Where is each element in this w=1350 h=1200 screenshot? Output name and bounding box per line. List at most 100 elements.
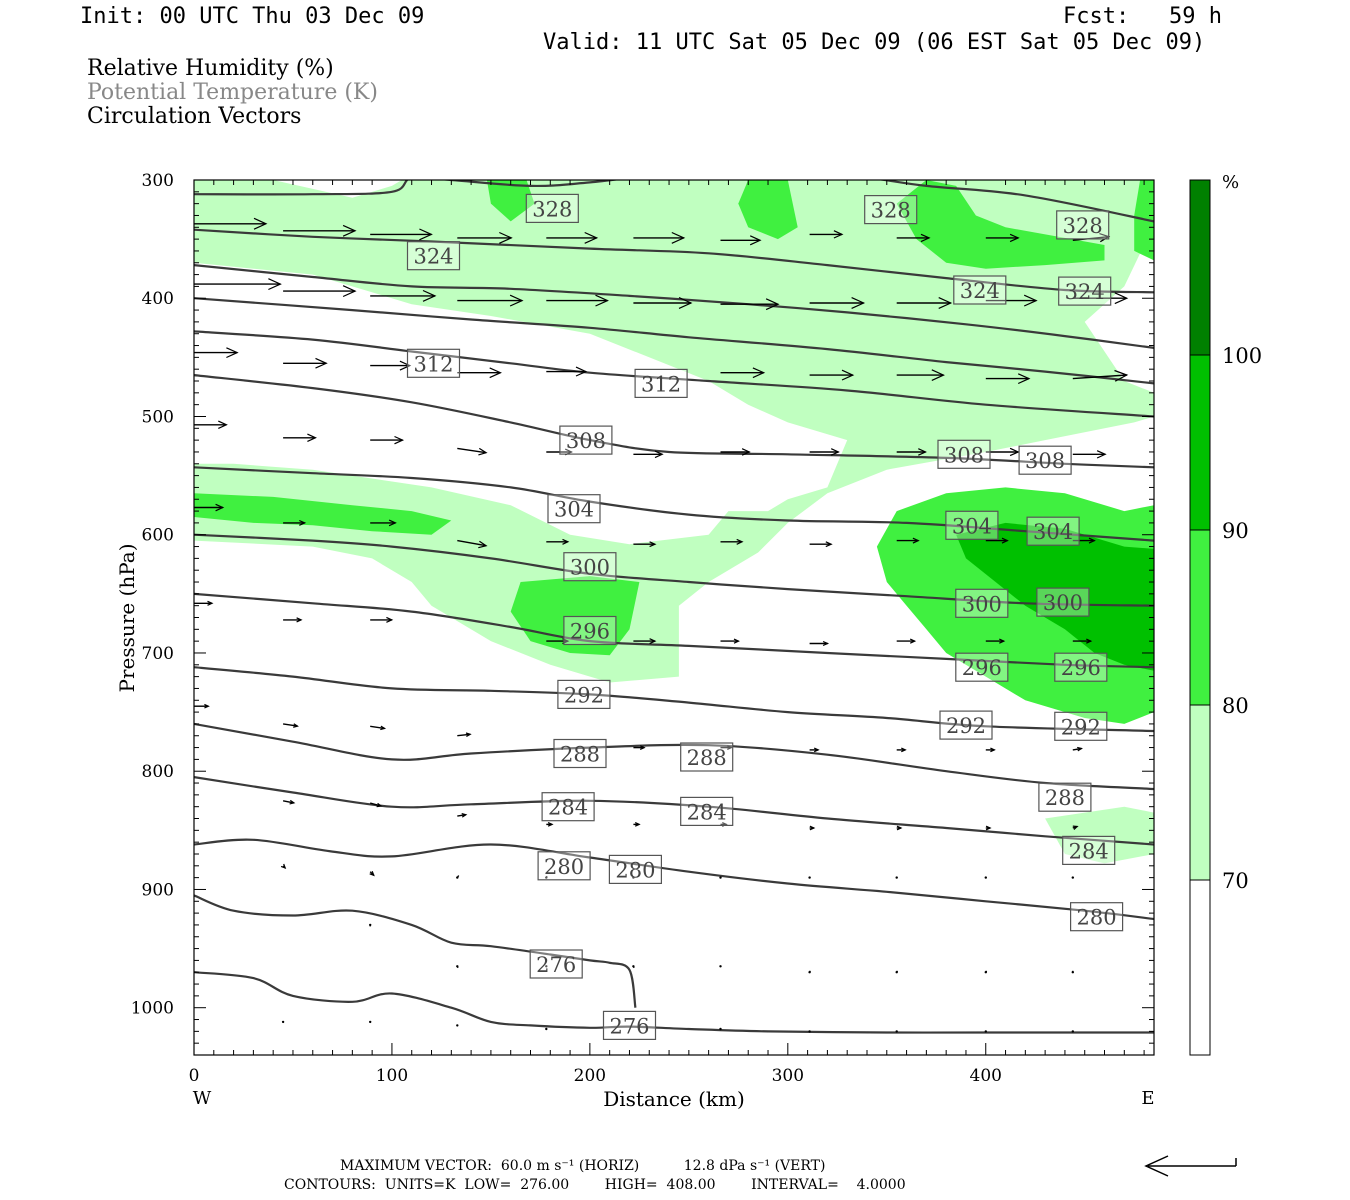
valid-time: Valid: 11 UTC Sat 05 Dec 09 (06 EST Sat … xyxy=(543,30,1206,55)
circulation-vector xyxy=(370,802,383,808)
theta-contour-304 xyxy=(194,466,1154,542)
circulation-vector xyxy=(719,965,722,968)
circulation-vector xyxy=(985,638,1006,644)
circulation-vector xyxy=(1072,746,1083,752)
circulation-vector xyxy=(194,278,282,291)
svg-text:308: 308 xyxy=(944,443,984,467)
contour-label: 300 xyxy=(563,552,617,582)
x-axis-title: Distance (km) xyxy=(603,1087,745,1111)
reference-vector xyxy=(1144,1155,1237,1177)
circulation-vector xyxy=(633,231,686,244)
circulation-vector xyxy=(809,230,844,239)
rh-region xyxy=(738,180,798,240)
contour-label: 288 xyxy=(680,742,734,772)
contour-label-layer: 328 328 328 324 324 324 312 312 308 308 308 304 304 3… xyxy=(406,193,1124,1041)
circulation-vector xyxy=(370,725,387,731)
svg-text:324: 324 xyxy=(413,245,453,269)
circulation-vector xyxy=(283,433,317,442)
circulation-vector xyxy=(895,1030,898,1033)
init-time: Init: 00 UTC Thu 03 Dec 09 xyxy=(80,4,425,29)
circulation-vector xyxy=(457,539,488,549)
svg-text:300: 300 xyxy=(962,592,1002,616)
svg-text:276: 276 xyxy=(536,953,576,977)
rh-region xyxy=(896,180,1105,269)
contour-label: 296 xyxy=(955,652,1009,682)
x-tick-label: 300 xyxy=(772,1066,804,1086)
circulation-vector xyxy=(896,448,927,456)
theta-contour-308 xyxy=(194,374,1154,469)
y-tick-label: 900 xyxy=(142,880,174,900)
circulation-vector xyxy=(985,373,1031,385)
contour-label: 312 xyxy=(634,368,688,398)
circulation-vector xyxy=(896,233,931,243)
circulation-vector xyxy=(719,876,722,879)
colorbar-bin xyxy=(1189,529,1211,706)
theta-contour-272 xyxy=(194,971,1154,1034)
circulation-vector xyxy=(1072,825,1079,830)
circulation-vector xyxy=(546,366,588,377)
circulation-vector xyxy=(1072,369,1129,382)
svg-text:280: 280 xyxy=(544,855,584,879)
circulation-vector xyxy=(896,825,903,831)
circulation-vector xyxy=(282,799,296,805)
circulation-vector xyxy=(194,703,210,709)
circulation-vector xyxy=(809,369,855,381)
circulation-vector xyxy=(719,1027,722,1031)
circulation-vector xyxy=(194,420,228,429)
circulation-vector xyxy=(283,519,307,526)
contour-label: 276 xyxy=(529,949,583,979)
circulation-vector xyxy=(457,367,502,379)
circulation-vector xyxy=(1071,1030,1075,1033)
contour-label: 328 xyxy=(864,195,918,225)
circulation-vector xyxy=(1072,638,1093,644)
circulation-vector xyxy=(632,965,635,969)
circulation-vector xyxy=(370,435,405,445)
circulation-vector xyxy=(370,289,437,302)
theta-contour-316 xyxy=(194,297,1154,385)
svg-text:280: 280 xyxy=(615,858,655,882)
rh-region xyxy=(956,522,1154,671)
circulation-vector xyxy=(809,448,840,456)
theta-contour-296 xyxy=(194,592,1154,669)
circulation-vector xyxy=(985,294,1038,307)
circulation-vector xyxy=(985,747,996,753)
colorbar-bin xyxy=(1189,704,1211,881)
circulation-vector xyxy=(456,965,459,969)
contour-label: 304 xyxy=(945,510,999,540)
svg-text:312: 312 xyxy=(413,352,453,376)
x-tick-label: 100 xyxy=(376,1066,408,1086)
circulation-vector xyxy=(808,970,811,974)
rh-region xyxy=(194,493,452,535)
circulation-vector xyxy=(1071,970,1075,974)
contour-label: 284 xyxy=(680,796,734,827)
circulation-vector xyxy=(896,297,953,309)
circulation-vector xyxy=(194,503,225,512)
circulation-vector xyxy=(985,537,1009,544)
circulation-vector xyxy=(369,870,375,877)
circulation-vector xyxy=(720,745,733,750)
x-tick-label: 200 xyxy=(574,1066,606,1086)
circulation-vector xyxy=(720,538,744,545)
circulation-vector xyxy=(984,970,988,974)
svg-text:308: 308 xyxy=(566,429,606,453)
circulation-vector xyxy=(984,876,987,879)
theta-contour-288 xyxy=(194,722,1154,791)
contour-label: 292 xyxy=(1054,711,1108,741)
contour-label: 288 xyxy=(553,738,607,769)
contour-label: 296 xyxy=(563,615,617,646)
circulation-vector xyxy=(370,616,394,623)
contour-label: 324 xyxy=(953,275,1007,305)
circulation-vector xyxy=(545,875,548,879)
rh-region xyxy=(486,180,535,222)
y-tick-label: 300 xyxy=(142,171,174,191)
theta-contour-292 xyxy=(194,666,1154,733)
svg-text:304: 304 xyxy=(1033,520,1073,544)
svg-text:284: 284 xyxy=(1069,839,1109,863)
svg-text:280: 280 xyxy=(1077,906,1117,930)
circulation-vector xyxy=(456,1024,459,1027)
x-tick-label: 0 xyxy=(189,1066,200,1086)
svg-text:328: 328 xyxy=(871,199,911,223)
field-vectors: Circulation Vectors xyxy=(87,104,302,129)
contour-label: 292 xyxy=(557,679,611,710)
